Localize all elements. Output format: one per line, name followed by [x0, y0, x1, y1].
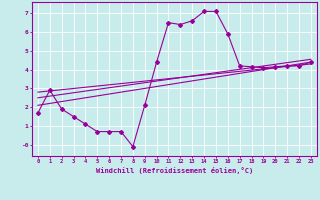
X-axis label: Windchill (Refroidissement éolien,°C): Windchill (Refroidissement éolien,°C) — [96, 167, 253, 174]
